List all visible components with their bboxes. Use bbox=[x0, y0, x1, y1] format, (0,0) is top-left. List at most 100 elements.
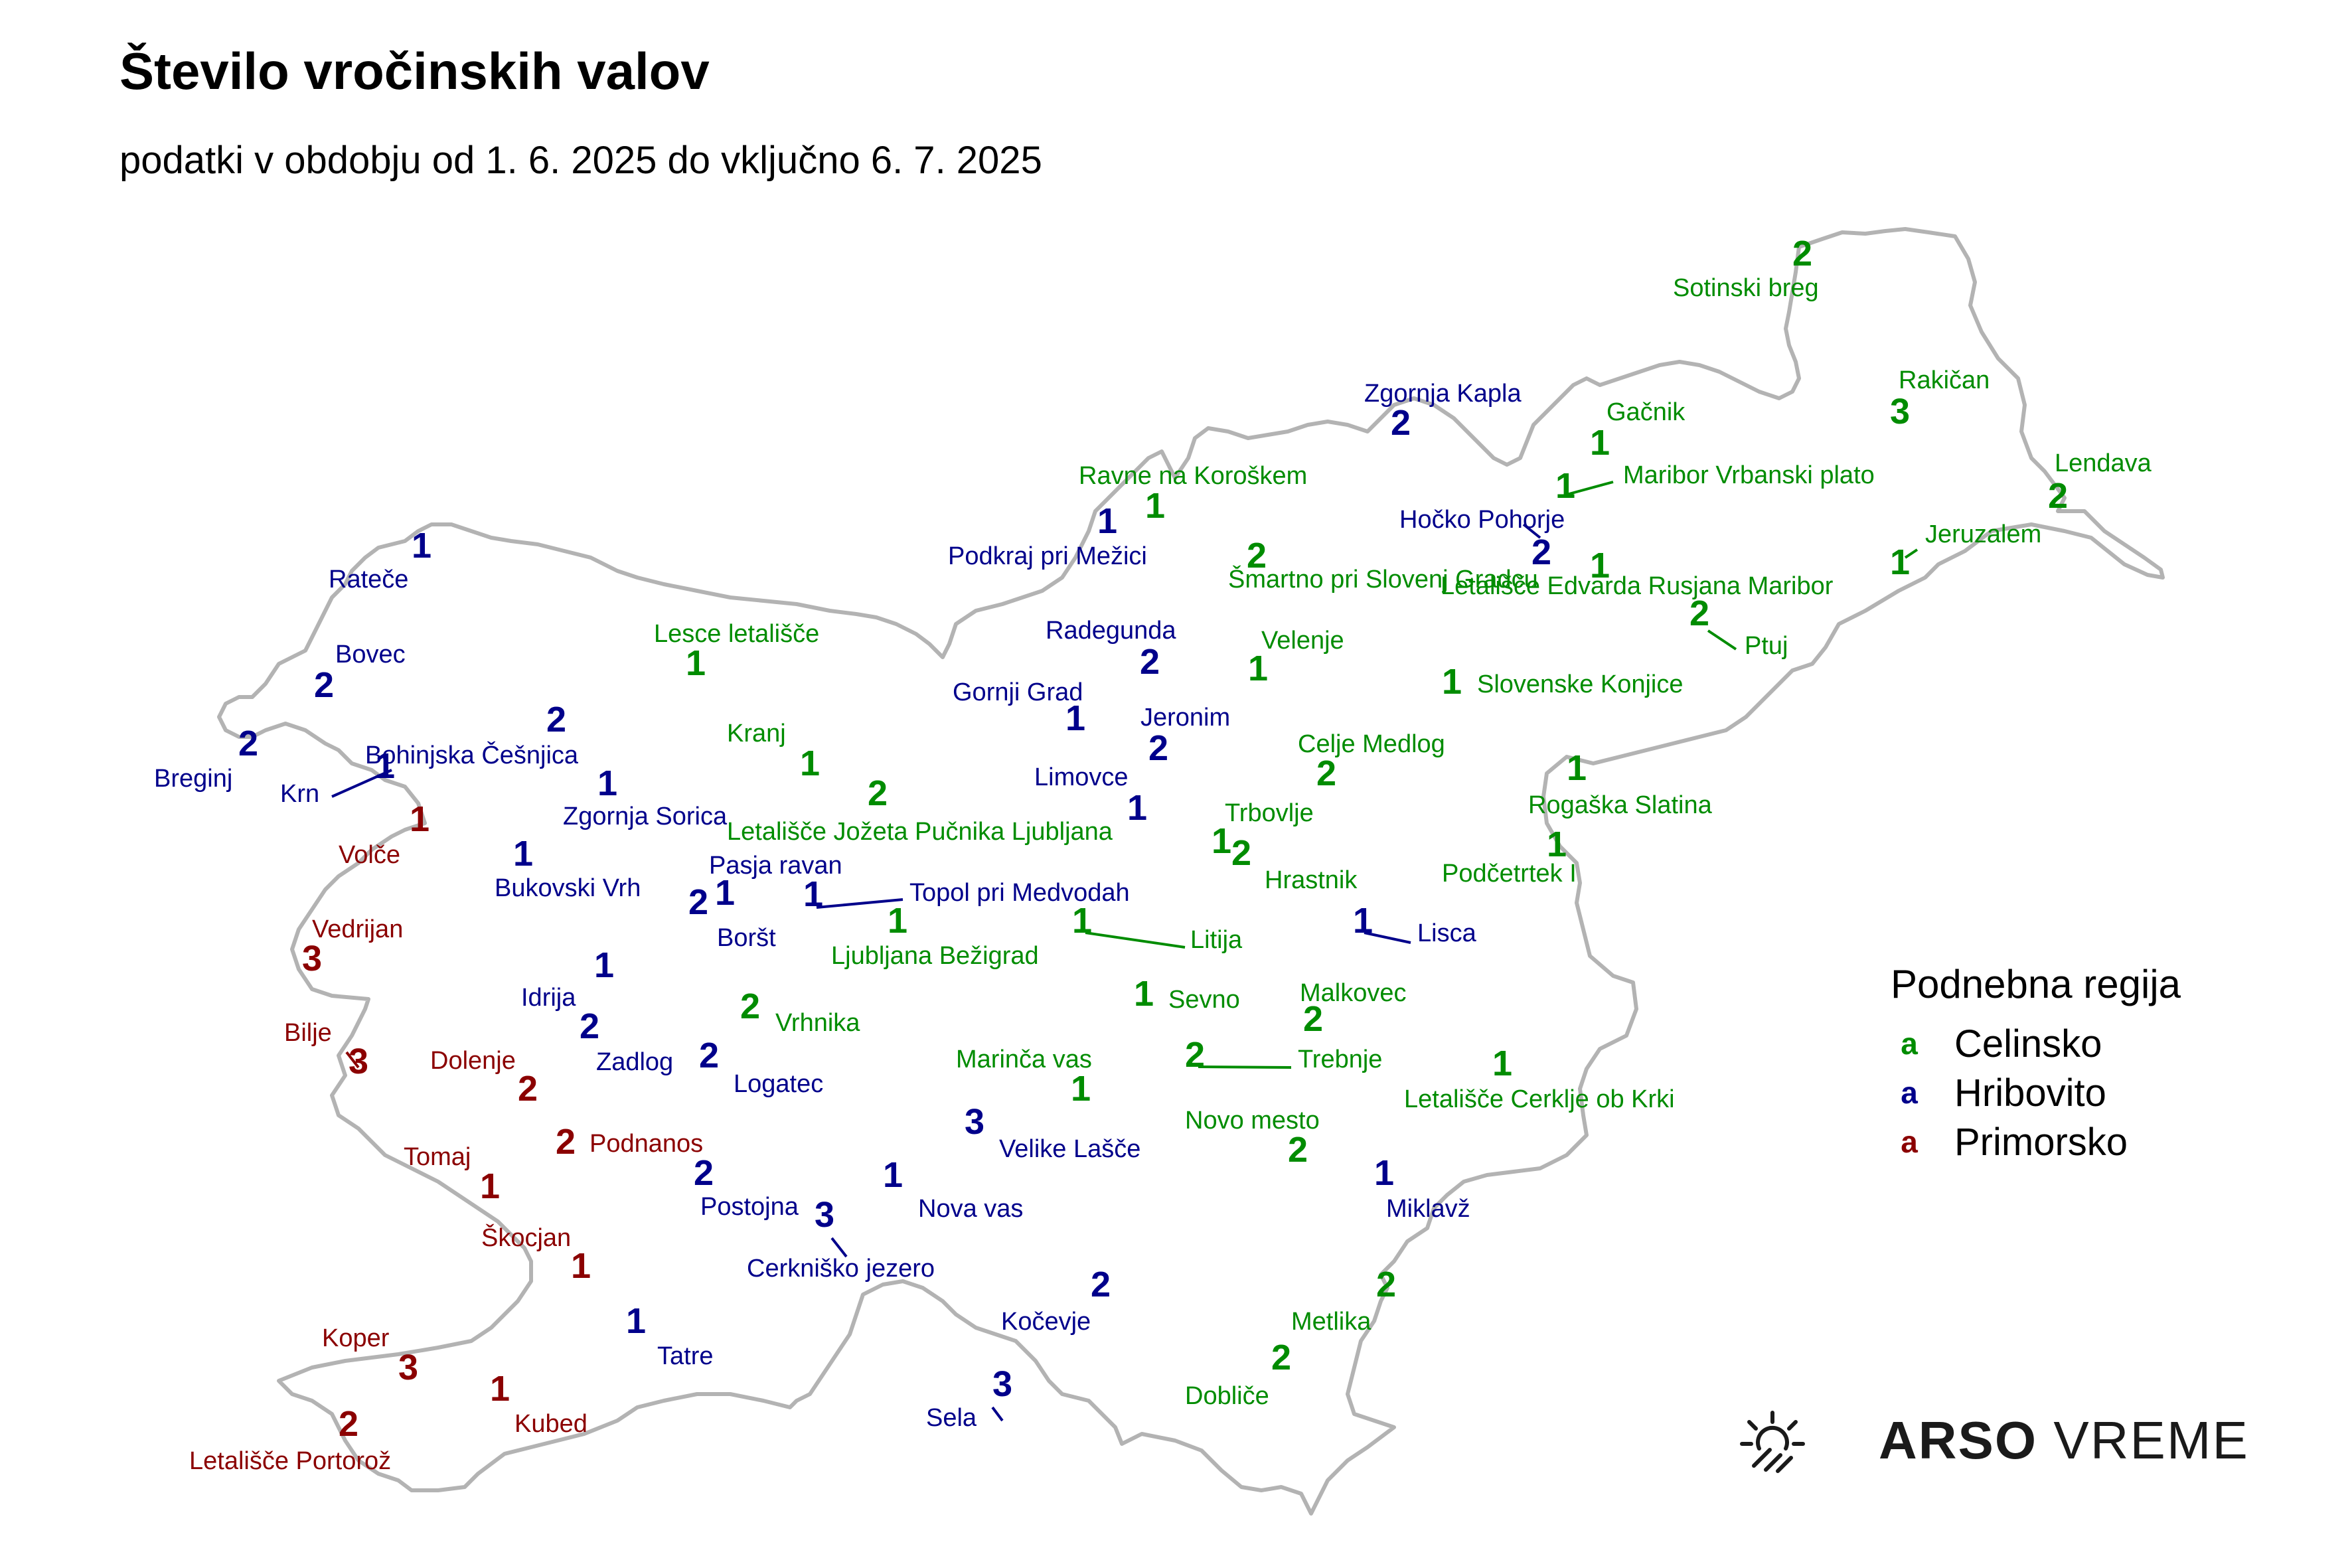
station-count: 1 bbox=[1590, 546, 1610, 586]
station-sevno: Sevno 1 bbox=[1134, 974, 1240, 1014]
station-label: Breginj bbox=[154, 765, 232, 793]
station-cerknisko-jezero: Cerkniško jezero 3 bbox=[747, 1195, 935, 1283]
sun-heat-icon bbox=[1740, 1411, 1805, 1473]
station-count: 1 bbox=[888, 901, 907, 941]
legend-item-celinsko: a Celinsko bbox=[1891, 1019, 2181, 1068]
station-count: 1 bbox=[686, 643, 706, 683]
station-velike-lasce: Velike Lašče 3 bbox=[965, 1102, 1140, 1163]
station-label: Pasja ravan bbox=[709, 852, 842, 880]
station-leader-line bbox=[816, 898, 903, 909]
legend-key-hribovito: a bbox=[1901, 1075, 1918, 1110]
station-topol-pri-medvodah: Topol pri Medvodah 1 bbox=[803, 874, 1130, 914]
logo-word-light: VREME bbox=[2053, 1411, 2249, 1470]
station-leader-line bbox=[331, 769, 392, 798]
station-count: 3 bbox=[1890, 392, 1910, 431]
station-count: 2 bbox=[1391, 403, 1411, 443]
station-count: 1 bbox=[1134, 974, 1154, 1014]
station-count: 3 bbox=[398, 1348, 418, 1387]
station-hrastnik: Hrastnik 2 bbox=[1231, 833, 1358, 894]
station-label: Dobliče bbox=[1185, 1382, 1269, 1410]
legend-item-primorsko: a Primorsko bbox=[1891, 1117, 2181, 1166]
station-label: Metlika bbox=[1291, 1308, 1372, 1336]
station-count: 2 bbox=[1231, 833, 1251, 873]
station-ptuj: Ptuj 2 bbox=[1689, 593, 1788, 660]
station-leader-line bbox=[345, 1051, 360, 1069]
station-count: 2 bbox=[1271, 1338, 1291, 1377]
station-label: Tomaj bbox=[404, 1143, 471, 1171]
station-label: Logatec bbox=[734, 1070, 823, 1098]
station-label: Limovce bbox=[1034, 763, 1129, 791]
station-borst: Boršt 2 bbox=[688, 882, 776, 952]
station-litija: Litija 1 bbox=[1072, 901, 1243, 954]
station-label: Krn bbox=[280, 780, 319, 808]
station-count: 1 bbox=[1353, 901, 1373, 941]
station-count: 1 bbox=[412, 526, 431, 566]
legend-label-celinsko: Celinsko bbox=[1954, 1022, 2102, 1065]
station-count: 1 bbox=[1547, 824, 1567, 864]
station-label: Letališče Portorož bbox=[189, 1447, 391, 1475]
station-leader-line bbox=[1707, 629, 1737, 651]
station-count: 1 bbox=[597, 763, 617, 803]
station-label: Jeronim bbox=[1140, 704, 1230, 732]
station-idrija: Idrija 1 bbox=[521, 945, 614, 1012]
station-count: 2 bbox=[1792, 234, 1812, 274]
station-count: 1 bbox=[883, 1155, 903, 1195]
station-volce: Volče 1 bbox=[339, 799, 430, 869]
station-count: 1 bbox=[571, 1246, 591, 1286]
station-count: 1 bbox=[803, 874, 823, 914]
station-jeruzalem: Jeruzalem 1 bbox=[1890, 520, 2041, 582]
station-count: 2 bbox=[868, 773, 888, 813]
station-letalisce-jozeta-pucnika-ljubljana: Letališče Jožeta Pučnika Ljubljana 2 bbox=[727, 773, 1113, 846]
station-bilje: Bilje 3 bbox=[284, 1019, 368, 1081]
station-podnanos: Podnanos 2 bbox=[556, 1122, 703, 1162]
station-label: Gačnik bbox=[1607, 398, 1686, 426]
station-slovenske-konjice: Slovenske Konjice 1 bbox=[1442, 662, 1684, 702]
station-label: Topol pri Medvodah bbox=[909, 879, 1130, 907]
station-tomaj: Tomaj 1 bbox=[404, 1143, 500, 1206]
station-label: Podkraj pri Mežici bbox=[948, 542, 1147, 570]
station-label: Podnanos bbox=[589, 1130, 703, 1158]
station-label: Zgornja Sorica bbox=[563, 803, 728, 830]
station-count: 1 bbox=[1127, 788, 1147, 828]
station-label: Celje Medlog bbox=[1298, 730, 1445, 758]
station-label: Kočevje bbox=[1001, 1308, 1091, 1336]
station-logatec: Logatec 2 bbox=[699, 1036, 823, 1098]
station-tatre: Tatre 1 bbox=[626, 1301, 714, 1370]
station-leader-line bbox=[991, 1406, 1004, 1422]
station-label: Bukovski Vrh bbox=[495, 874, 641, 902]
station-count: 2 bbox=[580, 1006, 599, 1046]
station-label: Dolenje bbox=[430, 1047, 516, 1075]
station-trebnje: Trebnje 2 bbox=[1185, 1035, 1382, 1075]
legend-key-primorsko: a bbox=[1901, 1125, 1918, 1159]
slovenia-outline bbox=[217, 227, 2165, 1516]
station-count: 2 bbox=[1148, 728, 1168, 768]
station-label: Litija bbox=[1190, 926, 1243, 954]
station-count: 1 bbox=[1071, 1069, 1091, 1109]
station-nova-vas: Nova vas 1 bbox=[883, 1155, 1023, 1223]
station-label: Sotinski breg bbox=[1673, 274, 1819, 302]
station-count: 2 bbox=[1140, 642, 1160, 682]
station-label: Koper bbox=[322, 1324, 390, 1352]
station-count: 1 bbox=[715, 873, 735, 913]
station-count: 2 bbox=[546, 700, 566, 740]
station-leader-line bbox=[1364, 931, 1411, 944]
station-maribor-vrbanski-plato: Maribor Vrbanski plato 1 bbox=[1555, 461, 1875, 506]
station-count: 2 bbox=[1185, 1035, 1205, 1075]
station-label: Rateče bbox=[329, 566, 408, 593]
station-kranj: Kranj 1 bbox=[727, 720, 820, 783]
station-label: Tatre bbox=[657, 1342, 713, 1370]
station-count: 2 bbox=[2048, 476, 2068, 516]
station-count: 1 bbox=[1374, 1153, 1394, 1193]
station-label: Maribor Vrbanski plato bbox=[1623, 461, 1875, 489]
